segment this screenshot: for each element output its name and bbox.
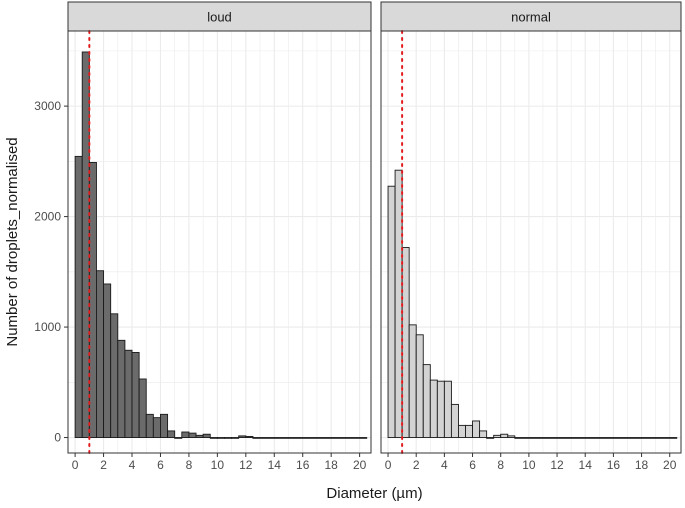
histogram-bar (252, 437, 368, 439)
x-tick-label: 20 (663, 458, 677, 472)
histogram-bar (167, 430, 176, 438)
histogram-bar (493, 434, 502, 438)
histogram-bar (138, 378, 147, 438)
facet-panel-loud: loud 0 2 4 6 8 10 12 14 16 18 20 0 1000 2000 3000 (34, 1, 372, 472)
x-tick-label: 14 (579, 458, 593, 472)
facet-panel-normal: normal 0 2 4 6 8 10 12 14 16 18 20 (380, 1, 682, 472)
panel-border (380, 30, 682, 454)
y-tick-label: 3000 (34, 99, 61, 113)
x-tick-label: 10 (211, 458, 225, 472)
facet-strip (380, 1, 682, 32)
panel-border (67, 30, 372, 454)
histogram-bar (124, 349, 133, 438)
histogram-bar (216, 437, 225, 439)
histogram-bar (408, 324, 417, 438)
histogram-bar (514, 437, 678, 439)
histogram-bar (401, 247, 410, 438)
histogram-bar (429, 379, 438, 438)
histogram-bar (195, 434, 204, 438)
x-tick-label: 20 (353, 458, 367, 472)
histogram-bar (96, 270, 105, 438)
histogram-bar (387, 185, 396, 438)
histogram-bar (436, 380, 445, 438)
x-tick-label: 8 (186, 458, 193, 472)
facet-strip-label: loud (207, 10, 232, 25)
x-tick-label: 16 (296, 458, 310, 472)
histogram-bar (188, 432, 197, 438)
histogram-bar (415, 334, 424, 438)
histogram-bar (74, 155, 83, 438)
histogram-bar (88, 162, 97, 438)
x-tick-label: 6 (469, 458, 476, 472)
x-tick-label: 18 (324, 458, 338, 472)
histogram-bar (422, 364, 431, 438)
histogram-bar (500, 433, 509, 438)
facet-strip (67, 1, 372, 32)
x-axis-title: Diameter (µm) (326, 485, 422, 502)
histogram-bar (479, 430, 488, 438)
x-tick-label: 2 (100, 458, 107, 472)
histogram-bar (472, 420, 481, 438)
y-tick-label: 1000 (34, 320, 61, 334)
x-tick-label: 4 (129, 458, 136, 472)
y-tick-label: 2000 (34, 210, 61, 224)
histogram-bar (231, 437, 240, 439)
histogram-bar (486, 437, 495, 439)
histogram-bar (507, 435, 516, 438)
histogram-bar (224, 437, 233, 439)
histogram-bar (202, 433, 211, 438)
y-axis-title: Number of droplets_normalised (4, 137, 21, 346)
histogram-bar (174, 437, 183, 439)
histogram-bar (238, 435, 247, 438)
histogram-bar (209, 437, 218, 439)
histogram-bar (152, 417, 161, 438)
histogram-bar (160, 413, 169, 438)
histogram-bar (103, 283, 112, 438)
x-tick-label: 0 (72, 458, 79, 472)
x-tick-label: 10 (522, 458, 536, 472)
histogram-bar (110, 313, 119, 438)
histogram-bar (443, 380, 452, 438)
histogram-bar (465, 424, 473, 438)
histogram-bar (450, 403, 459, 438)
histogram-bar (145, 413, 154, 438)
x-tick-label: 8 (497, 458, 504, 472)
x-tick-label: 14 (268, 458, 282, 472)
histogram-bar (394, 169, 403, 438)
x-tick-label: 16 (607, 458, 621, 472)
x-tick-label: 4 (441, 458, 448, 472)
histogram-bar (131, 352, 140, 438)
x-tick-label: 12 (550, 458, 564, 472)
histogram-bar (458, 424, 466, 438)
histogram-bar (81, 51, 90, 438)
x-tick-label: 0 (385, 458, 392, 472)
x-tick-label: 6 (157, 458, 164, 472)
histogram-bar (181, 431, 190, 438)
histogram-bar (245, 435, 254, 438)
x-tick-label: 18 (635, 458, 649, 472)
facet-strip-label: normal (511, 10, 551, 25)
y-tick-label: 0 (54, 431, 61, 445)
histogram-bar (117, 339, 126, 438)
x-tick-label: 2 (413, 458, 420, 472)
x-tick-label: 12 (239, 458, 253, 472)
